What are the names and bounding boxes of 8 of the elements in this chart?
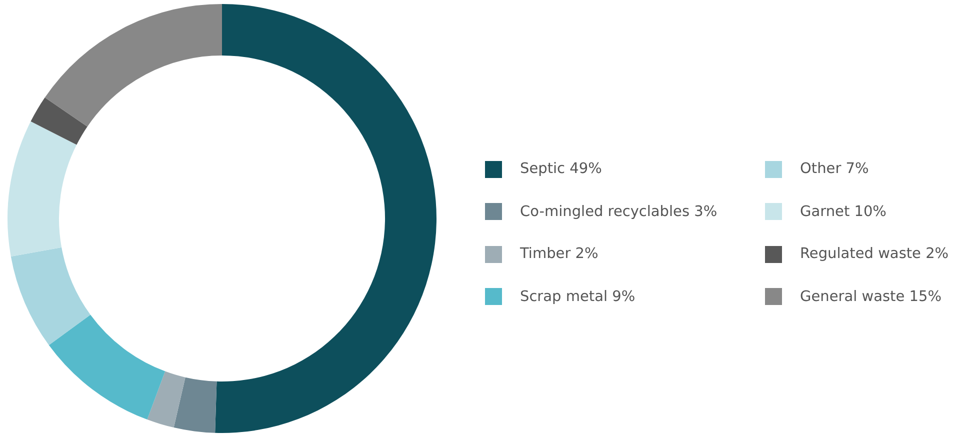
legend-label: General waste 15% bbox=[800, 288, 942, 305]
legend-label: Regulated waste 2% bbox=[800, 246, 949, 262]
legend-label: Timber 2% bbox=[520, 246, 598, 262]
legend-label: Other 7% bbox=[800, 161, 869, 178]
legend-label: Co-mingled recyclables 3% bbox=[520, 204, 718, 220]
legend-label: Scrap metal 9% bbox=[520, 288, 636, 305]
legend-label: Septic 49% bbox=[520, 161, 602, 178]
legend-label: Garnet 10% bbox=[800, 204, 886, 220]
